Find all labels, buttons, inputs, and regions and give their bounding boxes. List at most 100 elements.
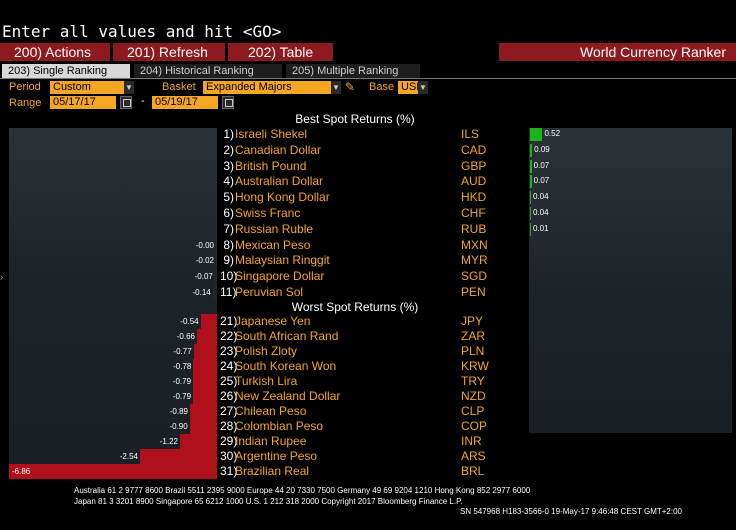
negative-return-bar <box>193 389 217 404</box>
currency-code: KRW <box>461 359 489 373</box>
ranking-row[interactable]: 1) Israeli Shekel ILS <box>220 127 490 142</box>
basket-dropdown-icon[interactable]: ▼ <box>331 81 341 94</box>
currency-name: British Pound <box>235 158 307 173</box>
return-value-label: -0.79 <box>172 377 192 386</box>
rank-number: 29) <box>220 434 238 448</box>
currency-name: Brazilian Real <box>235 464 310 478</box>
ranking-row[interactable]: 24) South Korean Won KRW <box>220 359 490 374</box>
ranking-row[interactable]: 21) Japanese Yen JPY <box>220 314 490 329</box>
ranking-row[interactable]: 25) Turkish Lira TRY <box>220 374 490 389</box>
period-label: Period <box>9 81 41 93</box>
return-value-label: -0.79 <box>172 392 192 401</box>
currency-name: Russian Ruble <box>235 221 314 236</box>
negative-return-bar <box>190 404 217 419</box>
rank-number: 7) <box>223 221 234 236</box>
currency-code: MXN <box>461 237 488 252</box>
currency-code: ILS <box>461 127 480 141</box>
ranking-row[interactable]: 27) Chilean Peso CLP <box>220 404 490 419</box>
return-value-label: -1.22 <box>159 437 178 446</box>
ranking-row[interactable]: 23) Polish Zloty PLN <box>220 344 490 359</box>
return-value-label: -0.77 <box>173 347 192 356</box>
period-dropdown-icon[interactable]: ▼ <box>124 81 134 94</box>
rank-number: 23) <box>220 344 238 358</box>
rank-number: 8) <box>223 237 234 252</box>
ranking-row[interactable]: 29) Indian Rupee INR <box>220 434 490 449</box>
positive-return-bar <box>530 175 532 189</box>
currency-code: AUD <box>461 174 487 189</box>
negative-return-bar <box>139 449 217 464</box>
ranking-row[interactable]: 6) Swiss Franc CHF <box>220 206 490 221</box>
positive-return-bar <box>530 207 531 220</box>
currency-name: Mexican Peso <box>235 237 311 252</box>
currency-name: Israeli Shekel <box>235 127 308 141</box>
currency-code: PEN <box>461 285 486 299</box>
rank-number: 27) <box>220 404 238 418</box>
command-line[interactable]: Enter all values and hit <GO> <box>2 22 282 41</box>
currency-code: CHF <box>461 206 486 220</box>
positive-return-bar <box>530 159 532 173</box>
ranking-row[interactable]: 28) Colombian Peso COP <box>220 419 490 434</box>
pencil-icon[interactable]: ✎ <box>345 80 356 94</box>
base-select[interactable]: USD <box>398 81 424 94</box>
currency-name: Polish Zloty <box>235 344 298 358</box>
ranking-row[interactable]: 8) Mexican Peso MXN <box>220 238 490 253</box>
rank-number: 30) <box>220 449 238 463</box>
refresh-button[interactable]: 201) Refresh <box>113 43 225 61</box>
ranking-row[interactable]: 11) Peruvian Sol PEN <box>220 285 490 300</box>
currency-name: South African Rand <box>235 329 339 343</box>
currency-name: Japanese Yen <box>235 314 311 328</box>
ranking-row[interactable]: 3) British Pound GBP <box>220 159 490 174</box>
currency-code: JPY <box>461 314 484 328</box>
table-button[interactable]: 202) Table <box>228 43 333 61</box>
tab-historical-ranking[interactable]: 204) Historical Ranking <box>134 64 282 78</box>
basket-select[interactable]: Expanded Majors <box>203 81 331 94</box>
currency-code: BRL <box>461 464 485 478</box>
footer-session-info: SN 547968 H183-3566-0 19-May-17 9:46:48 … <box>460 507 682 516</box>
currency-name: Turkish Lira <box>235 374 298 388</box>
negative-return-bar <box>193 344 217 359</box>
ranking-row[interactable]: 22) South African Rand ZAR <box>220 329 490 344</box>
best-returns-heading: Best Spot Returns (%) <box>295 112 415 126</box>
negative-return-bar <box>213 285 217 300</box>
actions-button[interactable]: 200) Actions <box>0 43 110 61</box>
ranking-row[interactable]: 26) New Zealand Dollar NZD <box>220 389 490 404</box>
base-dropdown-icon[interactable]: ▼ <box>418 81 428 94</box>
period-select[interactable]: Custom <box>50 81 124 94</box>
return-value-label: 0.04 <box>533 192 549 202</box>
return-value-label: -0.02 <box>195 256 214 266</box>
ranking-row[interactable]: 10) Singapore Dollar SGD <box>220 269 490 284</box>
return-value-label: -0.14 <box>192 288 211 297</box>
return-value-label: 0.09 <box>534 144 550 154</box>
ranking-row[interactable]: 9) Malaysian Ringgit MYR <box>220 253 490 268</box>
footer-contacts: Australia 61 2 9777 8600 Brazil 5511 239… <box>74 486 531 495</box>
rank-number: 26) <box>220 389 238 403</box>
currency-name: Singapore Dollar <box>235 269 325 284</box>
currency-name: Chilean Peso <box>235 404 307 418</box>
negative-returns-panel <box>9 128 217 478</box>
range-end-field[interactable]: 05/19/17 <box>152 96 218 109</box>
currency-name: Australian Dollar <box>235 174 324 189</box>
return-value-label: 0.01 <box>533 223 549 233</box>
ranking-row[interactable]: 5) Hong Kong Dollar HKD <box>220 190 490 205</box>
currency-code: ZAR <box>461 329 485 343</box>
currency-code: GBP <box>461 158 487 173</box>
tab-single-ranking[interactable]: 203) Single Ranking <box>2 64 130 78</box>
tab-multiple-ranking[interactable]: 205) Multiple Ranking <box>286 64 420 78</box>
rank-number: 9) <box>223 253 234 268</box>
ranking-row[interactable]: 7) Russian Ruble RUB <box>220 222 490 237</box>
return-value-label: -6.86 <box>12 467 31 476</box>
calendar-icon[interactable] <box>120 96 132 109</box>
worst-returns-heading: Worst Spot Returns (%) <box>291 300 419 314</box>
ranking-row[interactable]: 30) Argentine Peso ARS <box>220 449 490 464</box>
ranking-row[interactable]: 31) Brazilian Real BRL <box>220 464 490 479</box>
currency-code: HKD <box>461 190 487 205</box>
range-start-field[interactable]: 05/17/17 <box>50 96 116 109</box>
ranking-row[interactable]: 4) Australian Dollar AUD <box>220 174 490 189</box>
base-label: Base <box>369 81 395 93</box>
currency-code: INR <box>461 434 482 448</box>
calendar-icon[interactable] <box>222 96 234 109</box>
ranking-row[interactable]: 2) Canadian Dollar CAD <box>220 143 490 158</box>
expand-arrow-icon[interactable]: › <box>0 272 4 283</box>
positive-return-bar <box>530 128 543 141</box>
currency-name: New Zealand Dollar <box>235 389 341 403</box>
